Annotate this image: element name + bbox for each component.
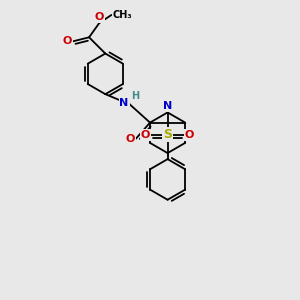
Text: O: O xyxy=(185,130,194,140)
Text: H: H xyxy=(131,91,140,101)
Text: O: O xyxy=(94,12,104,22)
Text: S: S xyxy=(163,128,172,141)
Text: O: O xyxy=(141,130,150,140)
Text: N: N xyxy=(163,101,172,111)
Text: CH₃: CH₃ xyxy=(112,10,132,20)
Text: N: N xyxy=(119,98,129,108)
Text: O: O xyxy=(62,36,72,46)
Text: O: O xyxy=(125,134,135,144)
